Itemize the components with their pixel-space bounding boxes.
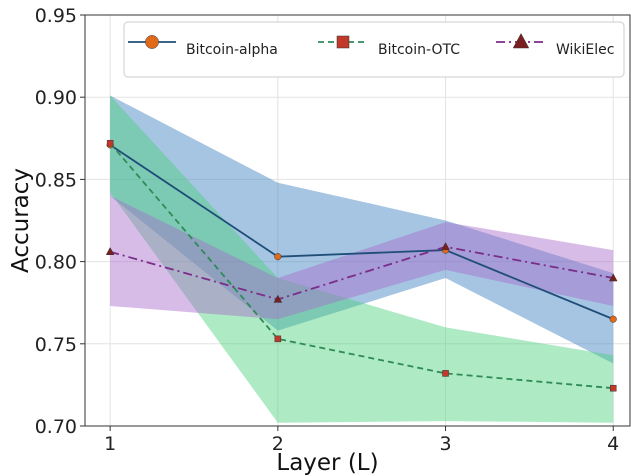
band-wikielec [110,195,614,320]
legend-label-wikielec: WikiElec [556,42,614,58]
y-tick-label: 0.85 [35,169,77,191]
series-markers [105,139,618,392]
y-tick-label: 0.80 [35,252,77,274]
line-bitcoin-alpha [109,144,614,320]
x-tick-label: 3 [439,433,451,455]
point-bitcoin-otc [274,335,282,343]
y-axis-ticks: 0.70 0.75 0.80 0.85 0.90 0.95 [35,5,85,438]
series-lines [109,142,614,390]
point-bitcoin-otc [609,384,617,392]
legend: Bitcoin-alpha Bitcoin-OTC WikiElec [123,21,625,78]
legend-marker-bitcoin-alpha [145,35,159,49]
legend-marker-wikielec [512,33,530,49]
y-tick-label: 0.95 [35,5,77,27]
y-tick-label: 0.90 [35,87,77,109]
x-tick-label: 4 [607,433,619,455]
legend-label-bitcoin-otc: Bitcoin-OTC [378,42,460,58]
band-bitcoin-otc [110,95,614,423]
band-bitcoin-alpha [110,95,614,364]
point-bitcoin-alpha [609,315,617,323]
y-tick-label: 0.70 [35,416,77,438]
point-wikielec [441,242,450,251]
y-axis-label: Accuracy [8,168,34,273]
plot-frame [84,14,631,427]
point-wikielec [273,294,283,303]
point-bitcoin-alpha [274,253,282,261]
point-bitcoin-otc [442,370,449,377]
point-wikielec [608,273,618,282]
point-bitcoin-otc [106,139,114,147]
legend-marker-bitcoin-otc [336,35,350,49]
legend-label-bitcoin-alpha: Bitcoin-alpha [186,42,278,58]
x-tick-label: 1 [104,433,116,455]
x-tick-label: 2 [272,433,284,455]
y-tick-label: 0.75 [35,334,77,356]
line-bitcoin-otc [109,142,614,390]
point-wikielec [105,247,115,255]
confidence-bands [110,95,614,423]
x-axis-label: Layer (L) [276,450,378,476]
x-axis-ticks: 1 2 3 4 [104,426,619,455]
legend-box [123,21,625,78]
